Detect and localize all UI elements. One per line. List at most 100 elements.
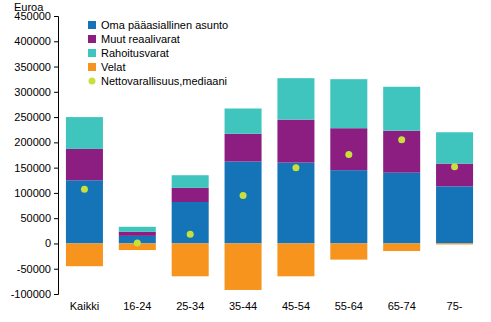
legend-label: Nettovarallisuus,mediaani	[101, 75, 227, 87]
bar	[172, 202, 209, 243]
tick: 75-	[447, 294, 463, 312]
tick-mark	[54, 142, 58, 143]
marks	[66, 78, 473, 290]
tick: 16-24	[123, 294, 151, 312]
chart: -100000 -50000 0 50000 100000 150000 200000 250…	[0, 0, 491, 322]
bar	[66, 243, 103, 266]
tick-mark	[54, 41, 58, 42]
tick-mark	[54, 193, 58, 194]
bar	[277, 243, 314, 276]
tick-mark	[54, 243, 58, 244]
tick-label: -100000	[11, 288, 51, 300]
bar	[436, 243, 473, 244]
point	[134, 239, 141, 246]
legend-item: Muut reaalivarat	[88, 33, 180, 45]
tick: -100000	[11, 288, 58, 300]
bar	[172, 243, 209, 276]
legend-label: Oma pääasiallinen asunto	[101, 19, 228, 31]
point	[81, 186, 88, 193]
point	[345, 151, 352, 158]
bar	[225, 162, 262, 244]
legend-label: Rahoitusvarat	[101, 47, 169, 59]
bar	[172, 175, 209, 188]
tick-label: 400000	[14, 35, 51, 47]
tick-label: 75-	[447, 300, 463, 312]
legend-symbol	[88, 49, 96, 57]
bar	[225, 134, 262, 162]
tick-label: 55-64	[335, 300, 363, 312]
tick-mark	[54, 269, 58, 270]
tick-label: 35-44	[229, 300, 257, 312]
bar	[277, 78, 314, 119]
point	[292, 164, 299, 171]
point-series	[81, 136, 458, 246]
bar	[277, 120, 314, 163]
tick: 250000	[14, 111, 58, 123]
bar	[330, 128, 367, 170]
bar	[383, 131, 420, 173]
tick-label: 100000	[14, 187, 51, 199]
bar	[225, 243, 262, 290]
bar-series	[66, 78, 473, 232]
tick-label: 200000	[14, 136, 51, 148]
tick: -50000	[17, 263, 58, 275]
axis-title: Euroa	[14, 1, 44, 13]
bar	[330, 170, 367, 243]
tick-label: 25-34	[176, 300, 204, 312]
tick-label: Kaikki	[70, 300, 99, 312]
bar	[66, 149, 103, 180]
tick: 45-54	[282, 294, 310, 312]
legend-symbol	[88, 21, 96, 29]
tick-label: 16-24	[123, 300, 151, 312]
bar	[277, 163, 314, 244]
bar	[436, 132, 473, 163]
point	[451, 163, 458, 170]
tick: 65-74	[388, 294, 416, 312]
tick: 25-34	[176, 294, 204, 312]
bar	[66, 117, 103, 149]
tick: 200000	[14, 136, 58, 148]
tick: Kaikki	[70, 294, 99, 312]
bar	[383, 87, 420, 131]
bar	[119, 227, 156, 232]
tick-label: 65-74	[388, 300, 416, 312]
bar	[330, 243, 367, 259]
bar	[436, 186, 473, 243]
tick-label: -50000	[17, 263, 51, 275]
bar-series	[66, 243, 473, 290]
legend-item: Nettovarallisuus,mediaani	[89, 75, 227, 87]
tick-label: 50000	[20, 212, 51, 224]
tick-label: 250000	[14, 111, 51, 123]
tick-label: 0	[45, 237, 51, 249]
legend-symbol	[89, 78, 96, 85]
tick-label: 45-54	[282, 300, 310, 312]
bar	[66, 180, 103, 243]
legend-item: Oma pääasiallinen asunto	[88, 19, 228, 31]
tick-mark	[54, 117, 58, 118]
tick: 150000	[14, 162, 58, 174]
tick: 100000	[14, 187, 58, 199]
legend: Oma pääasiallinen asunto Muut reaalivarat…	[88, 19, 228, 87]
point	[187, 231, 194, 238]
tick-mark	[54, 67, 58, 68]
bar	[330, 79, 367, 128]
tick-label: 300000	[14, 86, 51, 98]
legend-symbol	[88, 63, 96, 71]
tick: 50000	[20, 212, 58, 224]
tick: 0	[45, 237, 58, 249]
tick-mark	[54, 16, 58, 17]
tick: 55-64	[335, 294, 363, 312]
bar-series	[66, 120, 473, 236]
legend-label: Muut reaalivarat	[101, 33, 180, 45]
tick: 35-44	[229, 294, 257, 312]
y-axis: -100000 -50000 0 50000 100000 150000 200000 250…	[11, 10, 59, 300]
tick: 350000	[14, 61, 58, 73]
legend-item: Velat	[88, 61, 125, 73]
tick: 300000	[14, 86, 58, 98]
bar	[383, 173, 420, 244]
legend-label: Velat	[101, 61, 125, 73]
tick: 400000	[14, 35, 58, 47]
tick-mark	[54, 92, 58, 93]
tick-mark	[54, 168, 58, 169]
tick-mark	[54, 218, 58, 219]
